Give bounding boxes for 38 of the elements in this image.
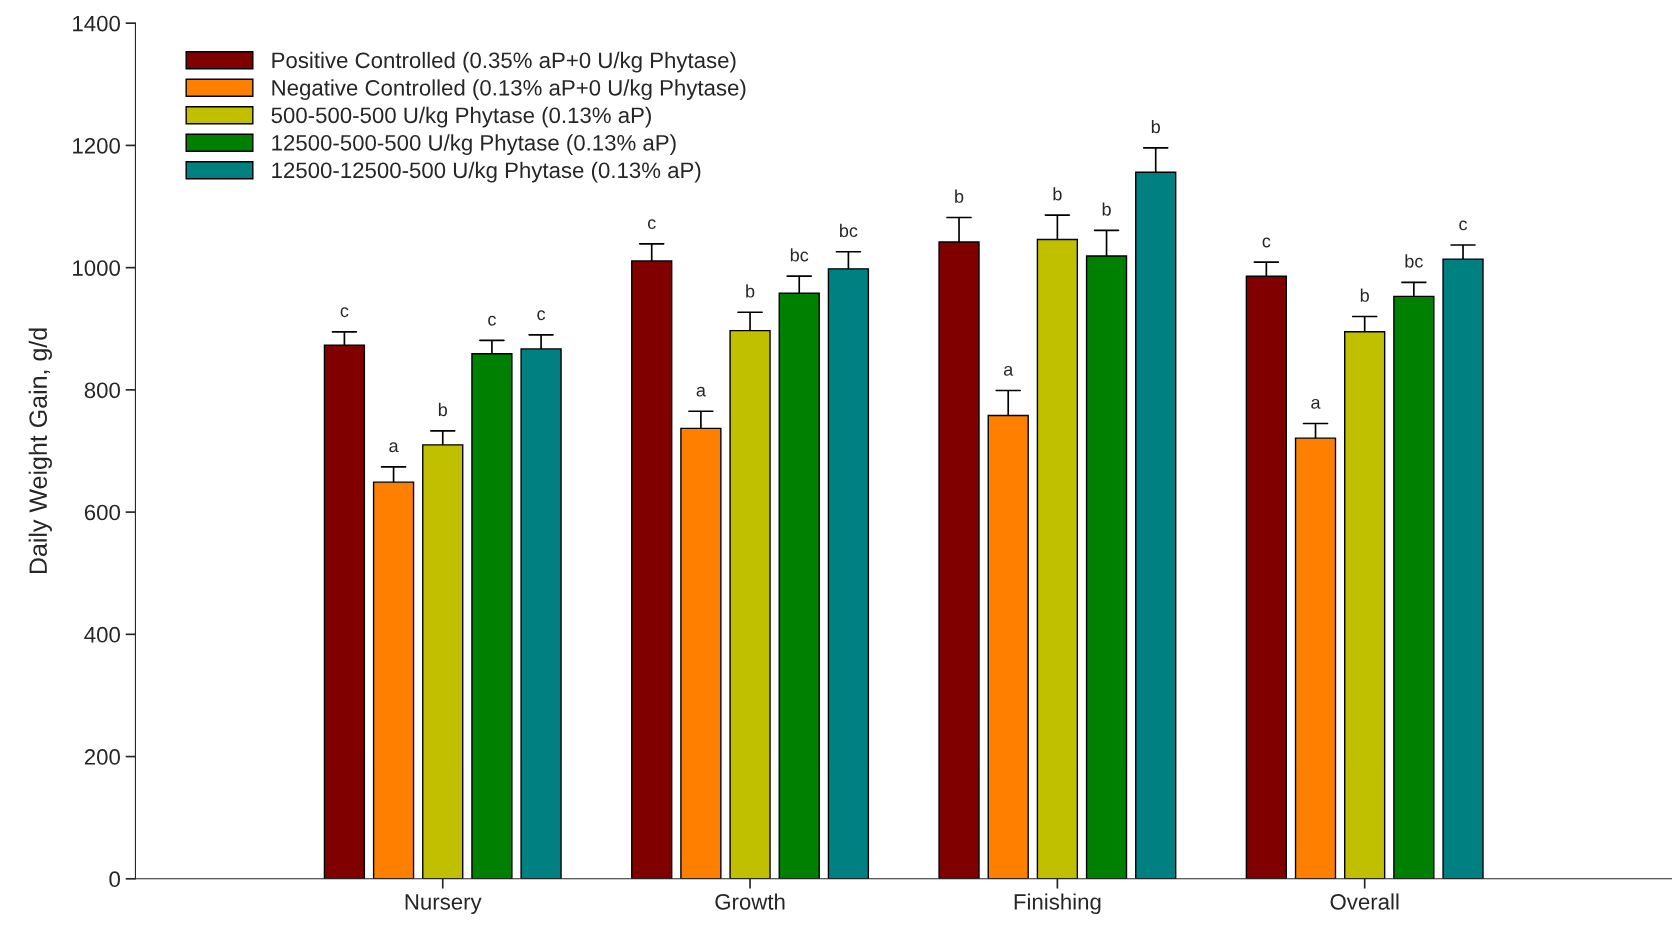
y-tick-label: 0 <box>109 871 120 888</box>
data-label: b <box>955 189 964 203</box>
data-label: bc <box>840 223 858 238</box>
data-label: c <box>647 219 656 230</box>
data-label: b <box>1053 187 1062 201</box>
y-tick-label: 200 <box>84 749 120 765</box>
legend-label: Positive Controlled (0.35% aP+0 U/kg Phytase) <box>272 51 736 73</box>
data-label: a <box>696 386 706 397</box>
data-label: b <box>1102 202 1111 216</box>
data-label: c <box>340 307 349 318</box>
data-label: c <box>537 310 546 321</box>
data-label: b <box>1151 119 1160 134</box>
x-tick-label: Finishing <box>1014 893 1101 915</box>
x-tick-label: Overall <box>1330 893 1399 910</box>
y-axis-title: Daily Weight Gain, g/d <box>28 328 52 574</box>
y-tick-label: 1400 <box>73 15 120 32</box>
legend-label: 12500-500-500 U/kg Phytase (0.13% aP) <box>272 134 676 156</box>
data-label: c <box>1459 220 1468 231</box>
data-label: c <box>488 315 496 326</box>
x-tick-label: Nursery <box>405 894 482 915</box>
x-tick-label: Growth <box>715 893 785 910</box>
data-label: b <box>746 284 755 298</box>
legend-label: Negative Controlled (0.13% aP+0 U/kg Phytase) <box>272 79 746 101</box>
legend-label: 12500-12500-500 U/kg Phytase (0.13% aP) <box>272 161 701 183</box>
y-tick-label: 800 <box>84 382 120 399</box>
data-label: a <box>1003 365 1014 376</box>
data-label: bc <box>1405 254 1423 268</box>
y-tick-label: 1200 <box>73 137 120 154</box>
data-label: a <box>1311 398 1321 409</box>
data-label: b <box>1360 288 1369 302</box>
y-tick-label: 400 <box>84 626 120 643</box>
data-label: c <box>1262 237 1271 248</box>
y-tick-label: 1000 <box>73 260 120 276</box>
legend-label: 500-500-500 U/kg Phytase (0.13% aP) <box>271 106 651 128</box>
y-tick-label: 600 <box>84 504 120 521</box>
data-label: b <box>438 402 448 417</box>
data-label: a <box>389 442 399 453</box>
data-label: bc <box>790 248 809 262</box>
